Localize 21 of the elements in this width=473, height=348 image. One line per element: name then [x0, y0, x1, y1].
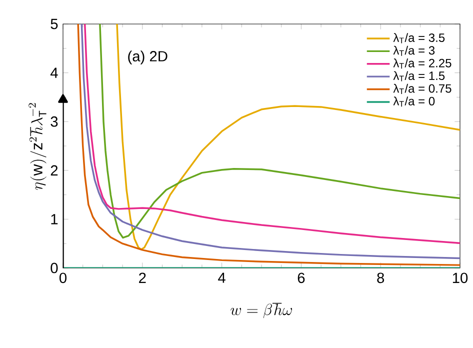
legend-label: λ$_{T}$/a = 0: [393, 96, 435, 107]
x-tick-label: 8: [377, 272, 384, 284]
x-tick-label: 10: [452, 272, 468, 284]
y-tick-label: 4: [50, 68, 58, 78]
y-tick-label: 0: [50, 262, 58, 274]
x-tick-label: 2: [139, 272, 146, 283]
y-tick-label: 1: [51, 214, 58, 224]
x-axis-title: $w = \beta\hbar\omega$: [230, 302, 292, 318]
legend-label: λ$_{T}$/a = 3.5: [393, 33, 445, 44]
legend-label: λ$_{T}$/a = 2.25: [393, 58, 452, 69]
y-tick-label: 2: [50, 165, 58, 176]
annotation: (a) 2D: [128, 50, 168, 64]
y-tick-label: 5: [50, 18, 58, 30]
x-tick-label: 0: [59, 272, 66, 284]
x-tick-label: 6: [298, 272, 305, 284]
legend-label: λ$_{T}$/a = 0.75: [393, 84, 452, 94]
legend-label: λ$_{T}$/a = 1.5: [393, 71, 445, 82]
legend-label: λ$_{T}$/a = 3: [393, 46, 435, 56]
x-tick-label: 4: [218, 272, 226, 283]
y-axis-title: $\eta(\mathrm{w})/\mathrm{z}^2\hbar\lambda_\mathrm{T}^{-2}$: [28, 103, 46, 190]
y-tick-label: 3: [50, 116, 58, 127]
